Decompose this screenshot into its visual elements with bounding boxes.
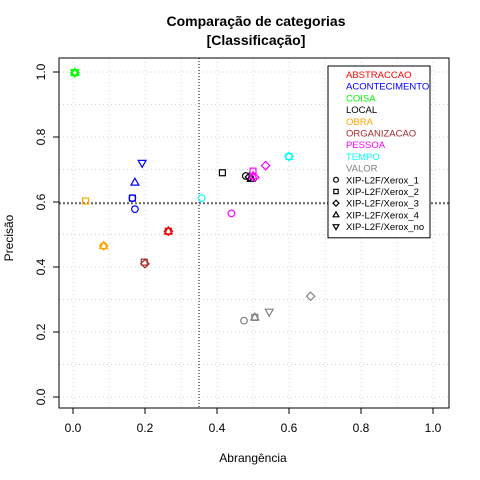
y-tick-label: 1.0 (34, 63, 48, 80)
legend-marker (332, 199, 340, 208)
legend-entry-category: OBRA (346, 117, 374, 128)
y-axis: 0.0 0.2 0.4 0.6 0.8 1.0 (34, 63, 59, 405)
legend-entry-category: ABSTRACCAO (346, 70, 411, 81)
legend: ABSTRACCAOACONTECIMENTOCOISALOCALOBRAORG… (327, 65, 431, 239)
data-point (69, 69, 80, 79)
data-point (260, 160, 271, 171)
legend-entry-category: ORGANIZACAO (346, 129, 416, 140)
chart-title: Comparação de categorias (167, 13, 346, 29)
data-point (163, 226, 174, 237)
legend-entry-system: XIP-L2F/Xerox_no (346, 222, 424, 233)
data-point (82, 197, 90, 205)
legend-box (327, 65, 431, 239)
legend-entry-category: VALOR (346, 164, 378, 175)
data-point (164, 227, 172, 235)
data-point (140, 258, 150, 269)
legend-entry-category: PESSOA (346, 140, 386, 151)
plot-frame (58, 57, 450, 409)
legend-entry-system: XIP-L2F/Xerox_3 (346, 199, 419, 210)
y-tick-label: 0.4 (34, 258, 48, 275)
y-axis-label: Precisão (2, 214, 16, 261)
data-point (305, 291, 316, 302)
data-point (241, 172, 250, 180)
data-points (69, 67, 316, 325)
legend-entry-category: ACONTECIMENTO (346, 82, 429, 93)
data-point (98, 240, 109, 250)
chart-subtitle: [Classificação] (207, 32, 306, 48)
legend-entry-category: LOCAL (346, 105, 377, 116)
data-point (197, 194, 206, 203)
x-tick-label: 0.8 (353, 421, 370, 435)
data-point (249, 311, 260, 321)
data-point (284, 151, 294, 162)
data-point (249, 167, 257, 175)
legend-marker (332, 224, 340, 231)
data-point (240, 316, 248, 325)
x-tick-label: 1.0 (425, 421, 442, 435)
data-point (227, 209, 236, 218)
data-point (128, 194, 136, 202)
legend-entry-system: XIP-L2F/Xerox_1 (346, 175, 419, 186)
data-point (128, 194, 137, 203)
data-point (98, 240, 109, 251)
x-axis-label: Abrangência (219, 451, 287, 465)
data-point (285, 152, 293, 161)
y-tick-label: 0.2 (34, 323, 48, 340)
data-point (137, 159, 148, 169)
y-tick-label: 0.6 (34, 193, 48, 210)
x-tick-label: 0.2 (137, 421, 154, 435)
data-point (248, 170, 258, 180)
data-point (131, 205, 139, 214)
x-tick-label: 0.6 (281, 421, 298, 435)
legend-marker (332, 210, 340, 218)
legend-entry-system: XIP-L2F/Xerox_4 (346, 210, 419, 221)
data-point (129, 177, 140, 186)
x-tick-label: 0.0 (65, 421, 82, 435)
x-tick-label: 0.4 (209, 421, 226, 435)
legend-entry-system: XIP-L2F/Xerox_2 (346, 187, 419, 198)
data-point (69, 67, 80, 76)
data-point (249, 172, 260, 183)
legend-marker (333, 176, 340, 183)
y-tick-label: 0.8 (34, 128, 48, 145)
y-tick-label: 0.0 (34, 388, 48, 405)
legend-entry-category: COISA (346, 93, 376, 104)
data-point (218, 169, 226, 177)
legend-marker (333, 188, 339, 195)
data-point (264, 308, 275, 318)
legend-entry-category: TEMPO (346, 152, 380, 163)
x-axis: 0.0 0.2 0.4 0.6 0.8 1.0 (65, 408, 442, 435)
